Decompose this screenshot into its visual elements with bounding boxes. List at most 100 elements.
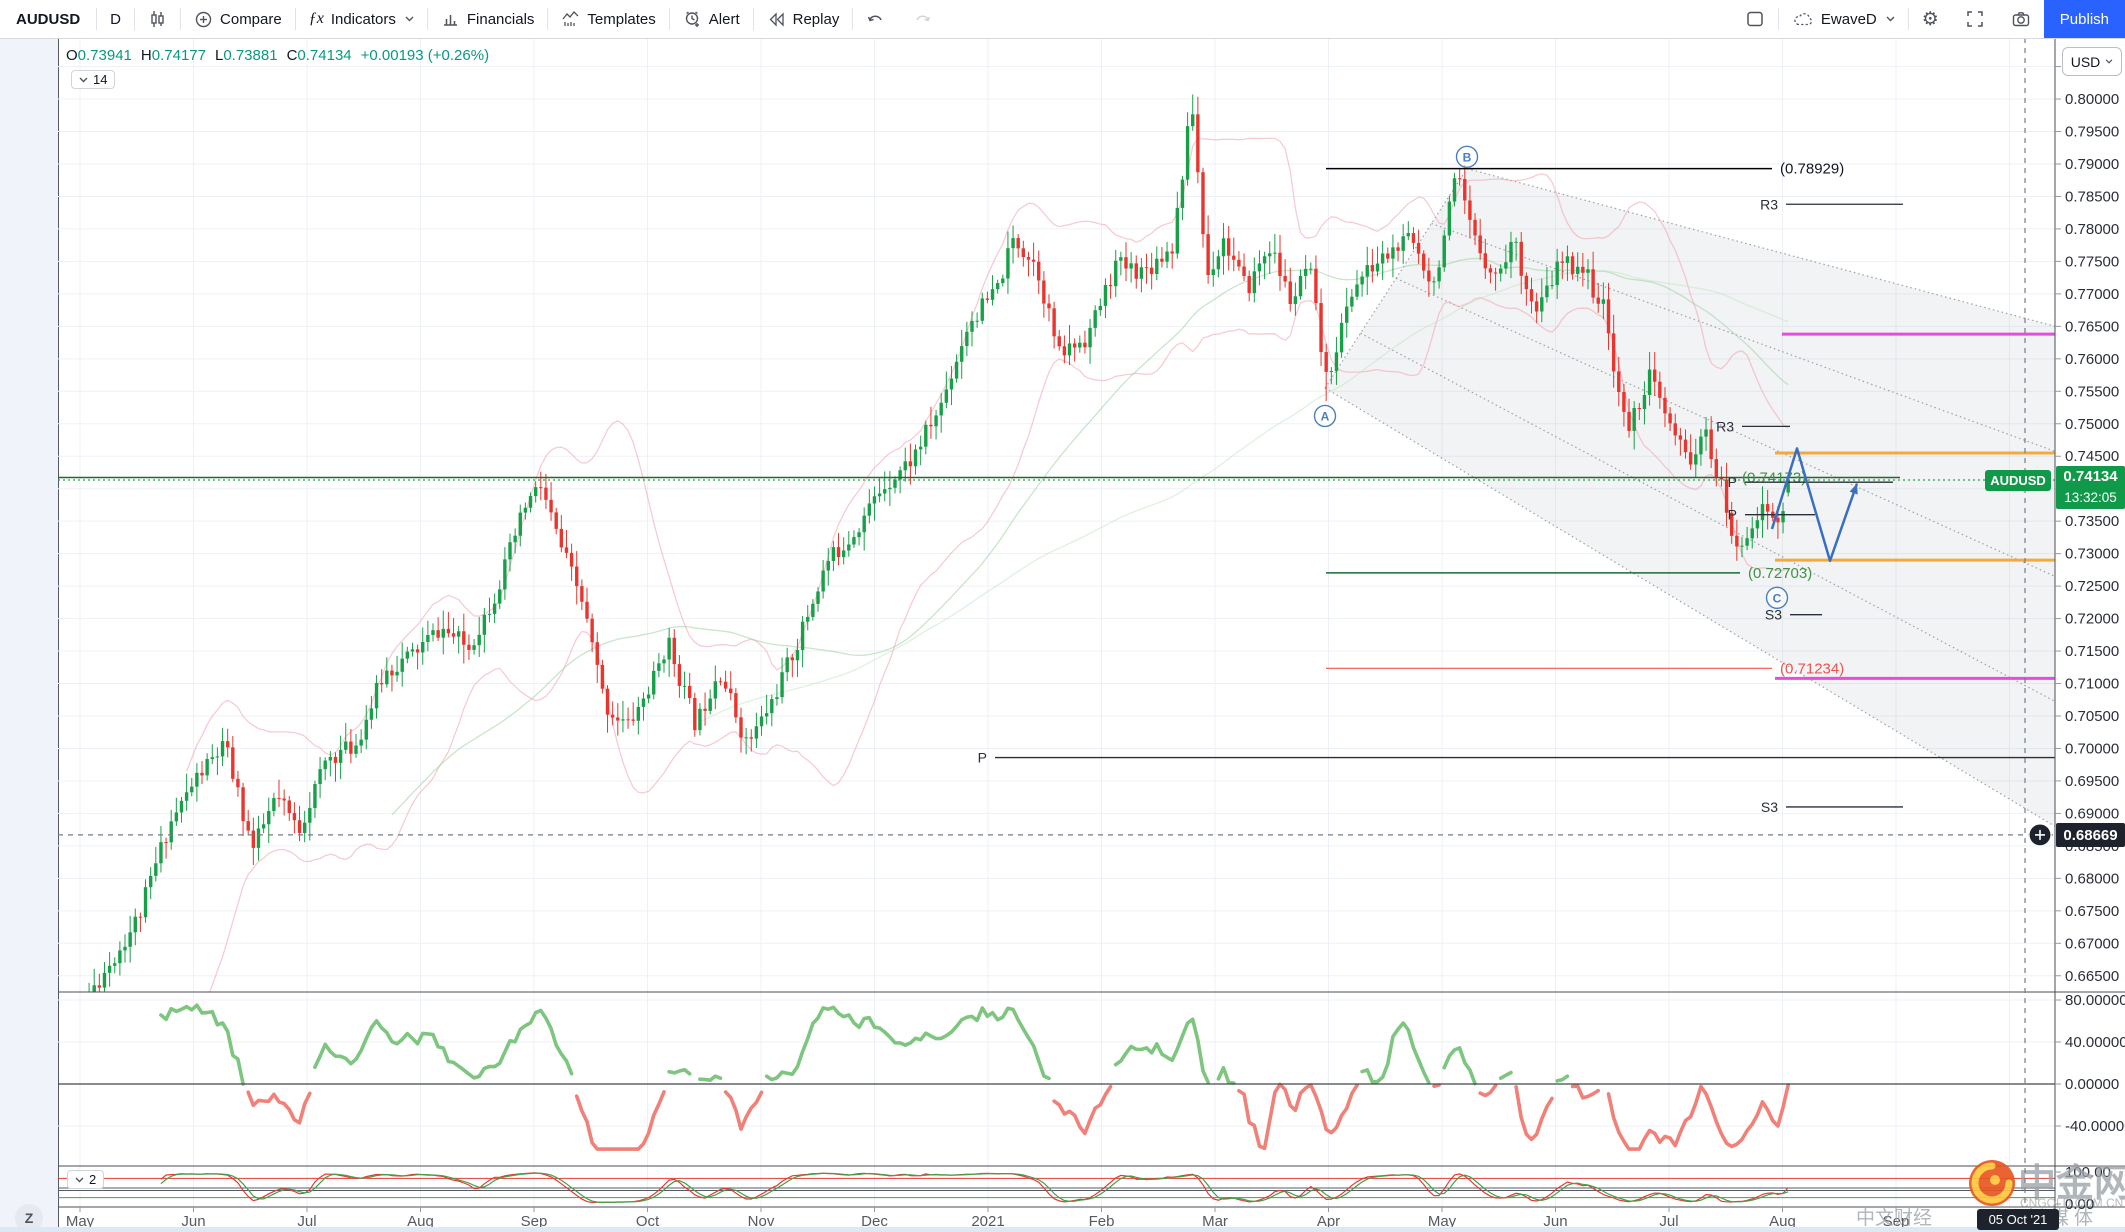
svg-text:0.67500: 0.67500 bbox=[2065, 903, 2119, 920]
svg-text:0.78500: 0.78500 bbox=[2065, 188, 2119, 205]
currency-selector[interactable]: USD bbox=[2062, 47, 2122, 76]
svg-text:中金网: 中金网 bbox=[2018, 1162, 2125, 1205]
low-label: L bbox=[214, 47, 224, 64]
chevron-down-icon bbox=[2105, 59, 2113, 64]
svg-text:0.71500: 0.71500 bbox=[2065, 643, 2119, 660]
stochastic-pane bbox=[58, 1172, 2055, 1204]
chart-style-button[interactable] bbox=[135, 0, 180, 38]
indicator-legend-label: 14 bbox=[93, 72, 108, 87]
camera-icon bbox=[2011, 10, 2031, 28]
redo-button[interactable] bbox=[899, 0, 945, 38]
indicator-legend-toggle[interactable]: 14 bbox=[71, 70, 116, 89]
compare-plus-icon bbox=[194, 10, 213, 29]
svg-text:0.71000: 0.71000 bbox=[2065, 676, 2119, 693]
svg-text:0.79500: 0.79500 bbox=[2065, 124, 2119, 141]
fullscreen-button[interactable] bbox=[1952, 0, 1998, 38]
replay-button[interactable]: Replay bbox=[754, 0, 853, 38]
svg-text:May: May bbox=[66, 1213, 95, 1230]
publish-button[interactable]: Publish bbox=[2043, 0, 2125, 38]
ohlc-legend: O0.73941 H0.74177 L0.73881 C0.74134 +0.0… bbox=[66, 47, 489, 64]
svg-text:0.70500: 0.70500 bbox=[2065, 708, 2119, 725]
toolbar-separator bbox=[294, 8, 296, 30]
cloud-icon bbox=[1792, 10, 1814, 28]
templates-label: Templates bbox=[587, 10, 656, 28]
fullscreen-icon bbox=[1965, 9, 1985, 29]
svg-text:0.75000: 0.75000 bbox=[2065, 416, 2119, 433]
snapshot-button[interactable] bbox=[1998, 0, 2044, 38]
close-value: 0.74134 bbox=[297, 47, 352, 64]
replay-label: Replay bbox=[792, 10, 840, 28]
price-axis: 0.665000.670000.675000.680000.685000.690… bbox=[2055, 59, 2125, 1213]
svg-text:Jul: Jul bbox=[1659, 1213, 1678, 1230]
svg-text:0.80000: 0.80000 bbox=[2065, 91, 2119, 108]
svg-text:0.73500: 0.73500 bbox=[2065, 513, 2119, 530]
undo-button[interactable] bbox=[853, 0, 899, 38]
chevron-down-icon bbox=[75, 1177, 84, 1183]
layout-square-icon bbox=[1745, 9, 1765, 29]
top-toolbar: AUDUSD D Compare ƒx Indicators Finan bbox=[0, 0, 2125, 39]
svg-text:0.00000: 0.00000 bbox=[2065, 1076, 2119, 1093]
layout-select-button[interactable] bbox=[1732, 0, 1778, 38]
toolbar-separator bbox=[668, 8, 670, 30]
current-price-value: 0.74134 bbox=[2063, 468, 2118, 485]
svg-text:0.72000: 0.72000 bbox=[2065, 611, 2119, 628]
svg-text:P: P bbox=[1728, 474, 1737, 490]
svg-text:R3: R3 bbox=[1716, 418, 1734, 434]
symbol-button[interactable]: AUDUSD bbox=[16, 10, 81, 28]
templates-button[interactable]: Templates bbox=[548, 0, 668, 38]
toolbar-separator bbox=[1907, 8, 1909, 30]
svg-text:S3: S3 bbox=[1765, 607, 1782, 623]
svg-text:0.77000: 0.77000 bbox=[2065, 286, 2119, 303]
pane2-legend-toggle[interactable]: 2 bbox=[67, 1170, 105, 1189]
compare-button[interactable]: Compare bbox=[181, 0, 295, 38]
interval-button[interactable]: D bbox=[110, 10, 122, 28]
crosshair-date-label: 05 Oct '21 bbox=[1977, 1209, 2059, 1230]
cloud-layout-button[interactable]: EwaveD bbox=[1779, 0, 1908, 38]
svg-text:0.79000: 0.79000 bbox=[2065, 156, 2119, 173]
svg-text:0.67000: 0.67000 bbox=[2065, 935, 2119, 952]
chevron-down-icon bbox=[405, 16, 414, 22]
change-value: +0.00193 (+0.26%) bbox=[360, 47, 490, 64]
time-axis: May Jun Jul Aug Sep Oct Nov Dec 2021 Feb Mar Apr May… bbox=[66, 1207, 1909, 1230]
svg-text:CNGOLD.COM.CN: CNGOLD.COM.CN bbox=[2020, 1196, 2123, 1210]
svg-text:(0.74173): (0.74173) bbox=[1742, 469, 1806, 486]
window-edge bbox=[0, 1227, 2125, 1232]
open-value: 0.73941 bbox=[77, 47, 132, 64]
elliott-wave-projection: A B C bbox=[1313, 145, 1859, 610]
alert-button[interactable]: Alert bbox=[670, 0, 753, 38]
svg-text:Aug: Aug bbox=[1769, 1213, 1796, 1230]
compare-label: Compare bbox=[220, 10, 282, 28]
candles-layer bbox=[88, 94, 1790, 992]
svg-text:Dec: Dec bbox=[861, 1213, 888, 1230]
toolbar-separator bbox=[96, 8, 98, 30]
svg-text:S3: S3 bbox=[1761, 799, 1778, 815]
svg-text:P: P bbox=[978, 750, 987, 766]
svg-text:Jun: Jun bbox=[181, 1213, 205, 1230]
descending-channel bbox=[1324, 168, 2055, 827]
current-price-label: 0.74134 13:32:05 bbox=[2056, 466, 2125, 509]
svg-text:May: May bbox=[1428, 1213, 1457, 1230]
svg-text:Mar: Mar bbox=[1202, 1213, 1228, 1230]
toolbar-separator bbox=[852, 8, 854, 30]
financials-button[interactable]: Financials bbox=[428, 0, 548, 38]
svg-text:A: A bbox=[1321, 409, 1330, 423]
svg-text:0.66500: 0.66500 bbox=[2065, 968, 2119, 985]
svg-text:80.00000: 80.00000 bbox=[2065, 992, 2125, 1009]
svg-text:0.76500: 0.76500 bbox=[2065, 318, 2119, 335]
settings-button[interactable]: ⚙ bbox=[1909, 0, 1952, 38]
svg-text:40.00000: 40.00000 bbox=[2065, 1034, 2125, 1051]
svg-text:0.76000: 0.76000 bbox=[2065, 351, 2119, 368]
svg-text:Apr: Apr bbox=[1317, 1213, 1340, 1230]
crosshair-price-label: 0.68669 bbox=[2056, 823, 2125, 847]
svg-text:Feb: Feb bbox=[1089, 1213, 1115, 1230]
price-levels: (0.78929) (0.74173) (0.72703) (0.71234) bbox=[58, 161, 2055, 680]
svg-text:Oct: Oct bbox=[636, 1213, 660, 1230]
drawing-toolbar-gutter bbox=[0, 38, 59, 1232]
indicators-button[interactable]: ƒx Indicators bbox=[296, 0, 427, 38]
chevron-down-icon bbox=[1886, 16, 1895, 22]
high-label: H bbox=[140, 47, 152, 64]
svg-text:0.68000: 0.68000 bbox=[2065, 870, 2119, 887]
svg-text:0.75500: 0.75500 bbox=[2065, 383, 2119, 400]
svg-text:-40.00000: -40.00000 bbox=[2065, 1118, 2125, 1135]
